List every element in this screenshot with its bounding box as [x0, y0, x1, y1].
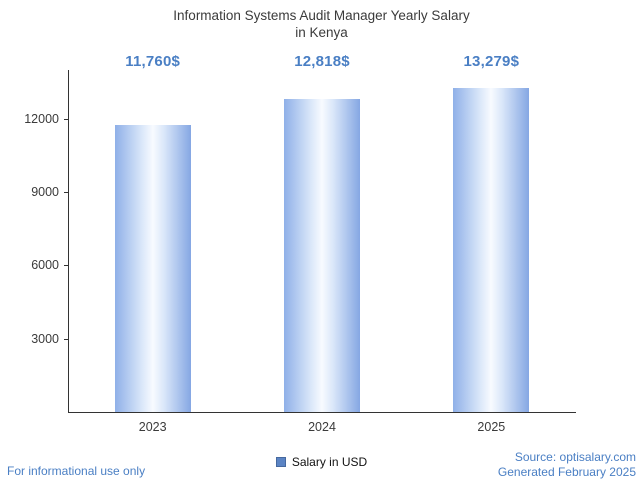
legend-label: Salary in USD	[291, 455, 368, 469]
y-axis-tick-label-3000: 3000	[31, 331, 59, 346]
y-axis-tick-label-9000: 9000	[31, 185, 59, 200]
bar-2024[interactable]	[284, 99, 360, 412]
chart-title: Information Systems Audit Manager Yearly…	[0, 7, 643, 41]
bar-value-label-2025: 13,279$	[463, 53, 520, 70]
x-axis-tick-label-2023: 2023	[138, 420, 167, 434]
y-axis-tickmark	[64, 118, 68, 120]
y-axis-tick-label-6000: 6000	[31, 258, 59, 273]
y-axis-line	[68, 70, 69, 412]
x-axis-line	[68, 412, 576, 413]
bar-2025[interactable]	[453, 88, 530, 412]
bar-2023[interactable]	[114, 125, 191, 412]
x-axis-tick-label-2024: 2024	[308, 420, 336, 434]
chart-title-line2: in Kenya	[295, 25, 348, 40]
y-axis-tickmark	[64, 192, 68, 194]
source-text: Source: optisalary.com	[514, 450, 636, 464]
y-axis-tickmark	[64, 265, 68, 267]
chart-title-line1: Information Systems Audit Manager Yearly…	[173, 8, 470, 23]
disclaimer-text: For informational use only	[7, 464, 146, 478]
bar-value-label-2023: 11,760$	[125, 53, 181, 70]
source-block: Source: optisalary.com Generated Februar…	[498, 450, 636, 480]
legend-swatch-icon	[275, 457, 286, 467]
y-axis-tick-label-12000: 12000	[24, 111, 59, 126]
generated-text: Generated February 2025	[497, 465, 636, 479]
x-axis-tick-label-2025: 2025	[477, 420, 506, 434]
legend: Salary in USD	[0, 455, 643, 469]
bar-value-label-2024: 12,818$	[294, 53, 350, 70]
y-axis-tickmark	[64, 338, 68, 340]
